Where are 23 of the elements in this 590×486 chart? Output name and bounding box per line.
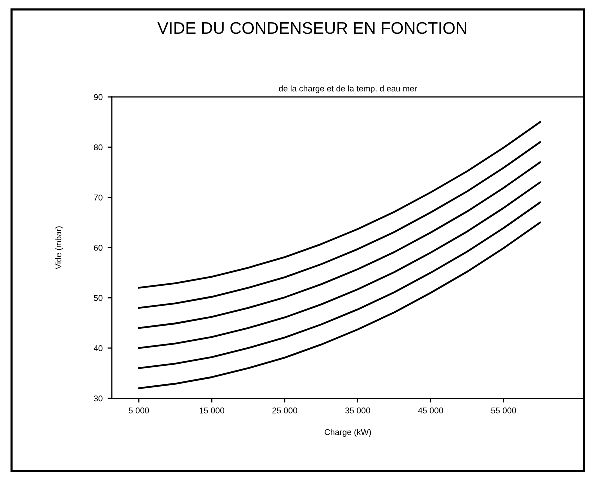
y-tick-label: 60 <box>94 245 103 251</box>
line-series <box>138 202 542 370</box>
x-tick-label: 55 000 <box>491 408 516 414</box>
y-tick-label: 70 <box>94 194 103 201</box>
chart-title: VIDE DU CONDENSEUR EN FONCTION <box>158 22 466 34</box>
y-tick-label: 50 <box>94 295 103 302</box>
x-axis-title: Charge (kW) <box>324 429 372 437</box>
line-series <box>138 182 542 350</box>
y-tick-label: 80 <box>94 144 103 151</box>
x-tick-label: 45 000 <box>418 408 444 414</box>
chart-subtitle: de la charge et de la temp. d eau mer <box>279 86 418 94</box>
x-tick-label: 5 000 <box>129 408 150 414</box>
y-tick-label: 40 <box>94 346 103 352</box>
y-axis-title: Vide (mbar) <box>55 226 64 270</box>
line-series <box>138 141 542 310</box>
y-tick-label: 30 <box>94 396 103 402</box>
line-series <box>138 222 542 390</box>
x-tick-label: 25 000 <box>272 408 298 414</box>
x-tick-label: 35 000 <box>346 408 370 414</box>
y-tick-label: 90 <box>94 94 103 100</box>
line-series <box>138 162 542 330</box>
x-tick-label: 15 000 <box>200 408 224 414</box>
line-series <box>138 121 542 289</box>
